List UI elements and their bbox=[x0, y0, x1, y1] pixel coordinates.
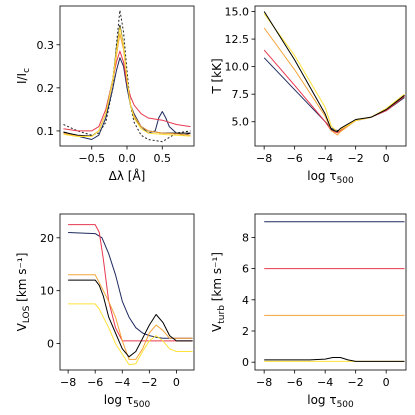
temperature-y-tick-label: 10.0 bbox=[225, 61, 250, 74]
vlos-x-tick-label: −4 bbox=[114, 376, 130, 389]
intensity-x-tick-label: −0.5 bbox=[78, 152, 105, 165]
vlos-x-tick-label: −8 bbox=[60, 376, 76, 389]
temperature-x-tick-label: −8 bbox=[256, 152, 272, 165]
intensity-y-tick-label: 0.2 bbox=[37, 82, 55, 95]
vlos-axes-frame bbox=[59, 213, 195, 371]
temperature-y-tick-label: 7.5 bbox=[232, 88, 250, 101]
vlos-series-line-2 bbox=[68, 274, 193, 360]
panel-turbulent-velocity: −8 −6 −4 −2 0 0 2 4 6 8 log τ500 Vturb [km s⁻¹] bbox=[210, 213, 407, 410]
temperature-series-line-1 bbox=[263, 49, 405, 134]
panel-temperature: −8 −6 −4 −2 0 5.0 7.5 10.0 12.5 15.0 log τ500 T [kK… bbox=[210, 5, 407, 186]
intensity-series-line-0 bbox=[63, 9, 191, 143]
temperature-series-line-4 bbox=[263, 11, 405, 133]
intensity-y-axis-label: I/Ic bbox=[15, 68, 32, 84]
vlos-x-tick-label: −2 bbox=[141, 376, 157, 389]
temperature-x-tick-label: −4 bbox=[317, 152, 333, 165]
vlos-series-line-4 bbox=[68, 279, 193, 358]
intensity-y-tick-label: 0.1 bbox=[37, 125, 55, 138]
intensity-series-line-5 bbox=[63, 27, 191, 137]
vturb-y-tick-label: 6 bbox=[242, 263, 249, 276]
vturb-x-tick-label: 0 bbox=[383, 376, 390, 389]
intensity-x-axis-label: Δλ [Å] bbox=[109, 168, 146, 183]
vturb-axes-frame bbox=[254, 213, 407, 371]
vturb-y-tick-label: 8 bbox=[242, 231, 249, 244]
temperature-series-line-0 bbox=[263, 57, 405, 132]
intensity-x-tick-label: 0.5 bbox=[154, 152, 172, 165]
temperature-axes-frame bbox=[254, 5, 407, 147]
temperature-x-axis-label: log τ500 bbox=[307, 169, 354, 186]
vturb-y-tick-label: 2 bbox=[242, 325, 249, 338]
vlos-series-line-1 bbox=[68, 224, 193, 342]
temperature-y-axis-label: T [kK] bbox=[210, 58, 224, 94]
vlos-y-axis-label: VLOS [km s⁻¹] bbox=[15, 253, 32, 332]
temperature-y-tick-label: 5.0 bbox=[232, 116, 250, 129]
vturb-x-axis-label: log τ500 bbox=[307, 393, 354, 410]
temperature-x-tick-label: 0 bbox=[383, 152, 390, 165]
vlos-x-axis-label: log τ500 bbox=[104, 393, 151, 410]
temperature-series-line-3 bbox=[263, 13, 405, 133]
intensity-series-line-2 bbox=[63, 50, 191, 132]
vlos-series-line-3 bbox=[68, 303, 193, 366]
vturb-y-tick-label: 0 bbox=[242, 356, 249, 369]
vturb-x-tick-label: −4 bbox=[317, 376, 333, 389]
vturb-x-tick-label: −2 bbox=[348, 376, 364, 389]
temperature-x-tick-label: −6 bbox=[287, 152, 303, 165]
panel-intensity-profile: −0.5 0.0 0.5 0.1 0.2 0.3 Δλ [Å] I/Ic bbox=[15, 5, 195, 183]
vturb-x-tick-label: −6 bbox=[287, 376, 303, 389]
vlos-y-tick-label: 10 bbox=[40, 285, 54, 298]
vturb-x-tick-label: −8 bbox=[256, 376, 272, 389]
vturb-y-tick-label: 4 bbox=[242, 294, 249, 307]
temperature-x-tick-label: −2 bbox=[348, 152, 364, 165]
vlos-x-tick-label: −6 bbox=[87, 376, 103, 389]
vlos-y-tick-label: 20 bbox=[40, 232, 54, 245]
vturb-y-axis-label: Vturb [km s⁻¹] bbox=[210, 252, 227, 332]
intensity-y-tick-label: 0.3 bbox=[37, 39, 55, 52]
temperature-y-tick-label: 12.5 bbox=[225, 33, 250, 46]
vlos-series-line-0 bbox=[68, 232, 193, 339]
panel-los-velocity: −8 −6 −4 −2 0 0 10 20 log τ500 VLOS [km s⁻¹] bbox=[15, 213, 195, 410]
vlos-x-tick-label: 0 bbox=[173, 376, 180, 389]
temperature-y-tick-label: 15.0 bbox=[225, 6, 250, 19]
intensity-series-line-1 bbox=[63, 57, 191, 140]
vturb-series-line-4 bbox=[264, 357, 405, 362]
intensity-x-tick-label: 0.0 bbox=[118, 152, 136, 165]
vlos-y-tick-label: 0 bbox=[47, 338, 54, 351]
